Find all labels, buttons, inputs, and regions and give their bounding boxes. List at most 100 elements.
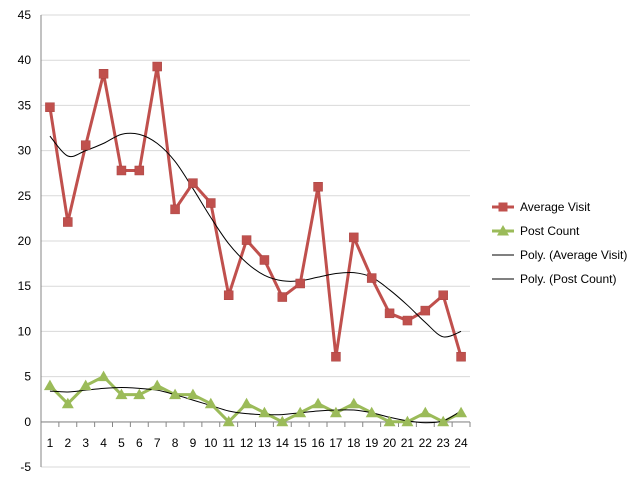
marker-post-count-15 [294,406,307,418]
marker-post-count-1 [43,379,56,391]
marker-average-visit-9 [188,178,198,188]
marker-average-visit-21 [402,315,413,326]
marker-post-count-21 [401,415,414,427]
x-tick-label-3: 3 [82,436,89,450]
marker-post-count-11 [222,415,235,427]
trendline-group [49,132,462,424]
marker-post-count-4 [97,370,110,382]
legend-marker-average-visit [498,202,508,212]
marker-average-visit-16 [313,182,323,192]
series-line-post-count [48,375,462,424]
y-tick-label-40: 40 [18,53,32,67]
marker-post-count-5 [115,388,128,400]
marker-post-count-19 [365,406,378,418]
x-tick-label-18: 18 [347,436,361,450]
legend: Average Visit Post Count Poly. (Average Vi… [492,200,627,286]
x-tick-label-7: 7 [154,436,161,450]
marker-post-count-6 [133,388,146,400]
marker-average-visit-1 [45,102,55,112]
x-tick-label-14: 14 [276,436,290,450]
x-tick-label-1: 1 [47,436,54,450]
marker-post-count-7 [151,379,164,391]
y-tick-label-30: 30 [18,144,32,158]
y-tick-label-0: 0 [24,415,31,429]
marker-post-count-20 [383,415,396,427]
marker-average-visit-14 [277,292,288,302]
x-tick-label-8: 8 [172,436,179,450]
marker-post-count-2 [61,397,74,409]
marker-post-count-8 [169,388,182,400]
marker-average-visit-3 [80,140,91,150]
legend-label-post-count: Post Count [520,224,580,238]
series-line-average-visit [48,65,463,359]
marker-average-visit-7 [152,61,162,72]
marker-average-visit-4 [98,69,109,79]
x-tick-label-12: 12 [240,436,254,450]
markers-group [43,61,468,427]
series-group [48,65,463,424]
y-tick-label-5: 5 [24,370,31,384]
marker-average-visit-22 [420,305,431,316]
x-tick-label-5: 5 [118,436,125,450]
y-tick-label-45: 45 [18,8,32,22]
marker-average-visit-18 [349,232,359,243]
marker-post-count-16 [312,397,325,409]
legend-label-poly-post-count: Poly. (Post Count) [520,272,616,286]
y-tick-label--5: -5 [20,460,31,474]
x-tick-label-2: 2 [64,436,71,450]
x-tick-label-24: 24 [454,436,468,450]
marker-post-count-9 [186,388,199,400]
x-tick-label-15: 15 [294,436,308,450]
legend-label-poly-average-visit: Poly. (Average Visit) [520,248,627,262]
x-tick-label-6: 6 [136,436,143,450]
x-tick-label-11: 11 [222,436,235,450]
x-tick-label-13: 13 [258,436,272,450]
x-tick-label-4: 4 [100,436,107,450]
y-tick-label-20: 20 [18,234,32,248]
marker-average-visit-6 [134,165,145,176]
marker-average-visit-12 [241,235,252,245]
x-tick-label-10: 10 [204,436,218,450]
marker-post-count-22 [419,406,432,418]
marker-post-count-12 [240,397,253,409]
marker-average-visit-11 [223,290,234,300]
x-tick-label-17: 17 [329,436,343,450]
x-tick-label-19: 19 [365,436,379,450]
y-tick-label-15: 15 [18,279,32,293]
trendline-average-visit [49,132,462,338]
marker-average-visit-20 [384,308,395,319]
x-tick-label-23: 23 [437,436,451,450]
marker-average-visit-10 [206,198,216,208]
legend-marker-post-count [497,225,509,236]
marker-average-visit-24 [456,351,466,362]
marker-average-visit-23 [438,290,448,300]
x-tick-label-9: 9 [190,436,197,450]
marker-post-count-3 [79,379,92,391]
marker-post-count-17 [329,406,342,418]
x-tick-label-20: 20 [383,436,397,450]
marker-average-visit-2 [63,217,73,227]
marker-average-visit-8 [170,204,180,215]
y-tick-label-25: 25 [18,189,32,203]
marker-post-count-24 [455,406,468,418]
marker-post-count-10 [204,397,217,409]
marker-average-visit-13 [259,255,270,265]
y-tick-label-35: 35 [18,98,32,112]
marker-average-visit-15 [295,278,305,289]
marker-average-visit-19 [366,273,377,283]
marker-average-visit-17 [331,351,341,362]
x-tick-label-16: 16 [311,436,325,450]
x-tick-label-22: 22 [419,436,433,450]
trendline-post-count [49,386,462,424]
marker-post-count-18 [347,397,360,409]
x-tick-label-21: 21 [401,436,415,450]
y-tick-label-10: 10 [18,324,32,338]
legend-label-average-visit: Average Visit [520,200,591,214]
marker-post-count-14 [276,415,289,427]
marker-average-visit-5 [116,165,127,176]
marker-post-count-23 [437,415,450,427]
marker-post-count-13 [258,406,271,418]
